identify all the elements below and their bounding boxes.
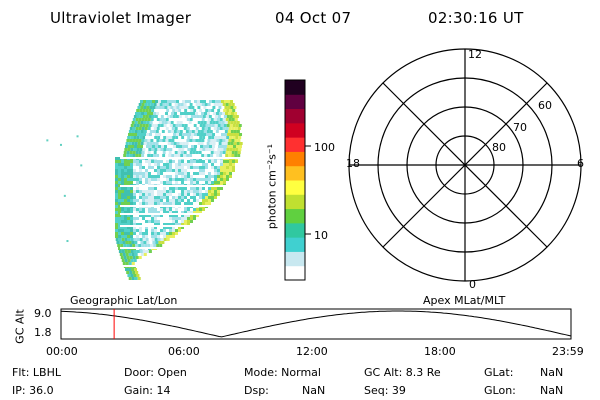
status-mode: Mode: Normal [244,366,321,379]
status-gain: Gain: 14 [124,384,171,397]
colorbar-band [285,208,305,224]
status-door: Door: Open [124,366,187,379]
altitude-right-caption: Apex MLat/MLT [423,294,506,307]
scan-gap-stripe [120,205,250,207]
status-glat-label: GLat: [484,366,514,379]
lat-label-60: 60 [538,99,552,112]
mlt-label-12: 12 [468,48,482,61]
colorbar-band [285,122,305,138]
status-glon-value: NaN [540,384,564,397]
status-flt: Flt: LBHL [12,366,61,379]
noise-speck [76,135,79,138]
polar-diag-2 [382,82,548,248]
colorbar-band [285,180,305,195]
auroral-pixels [115,100,243,280]
altitude-ylabel: GC Alt [13,309,27,344]
colorbar-band [285,151,305,167]
noise-speck [80,164,83,167]
status-glon-label: GLon: [484,384,516,397]
noise-speck [59,143,62,146]
polar-grid [348,48,582,282]
colorbar-band [285,237,305,252]
lat-label-80: 80 [492,141,506,154]
auroral-image [46,100,250,280]
noise-speck [66,240,69,243]
colorbar-band [285,194,305,210]
colorbar-frame [284,79,306,281]
date-label: 04 Oct 07 [275,9,352,27]
colorbar-tick-100: 100 [314,141,335,154]
lat-label-70: 70 [513,121,527,134]
altitude-curve [60,310,572,338]
time-label: 02:30:16 UT [428,9,524,27]
instrument-title: Ultraviolet Imager [50,9,192,27]
time-tick-4: 23:59 [552,345,584,358]
scan-gap-stripe [120,247,250,249]
scan-gap-stripe [120,265,250,267]
colorbar-band [285,80,305,95]
time-tick-0: 00:00 [46,345,78,358]
scan-gap-stripe [120,157,250,159]
status-dsp-value: NaN [302,384,326,397]
time-tick-2: 12:00 [296,345,328,358]
noise-speck [63,194,66,197]
mlt-label-6: 6 [577,157,584,170]
colorbar-band [285,108,305,124]
scan-gap-stripe [120,213,250,215]
status-glat-value: NaN [540,366,564,379]
status-gcalt: GC Alt: 8.3 Re [364,366,441,379]
colorbar-tick-10: 10 [314,229,328,242]
colorbar [284,79,311,281]
time-tick-3: 18:00 [424,345,456,358]
colorbar-band [285,251,305,267]
scan-gap-stripe [120,185,250,187]
altitude-frame [60,308,572,340]
status-seq: Seq: 39 [364,384,406,397]
colorbar-band [285,222,305,238]
altitude-left-caption: Geographic Lat/Lon [70,294,178,307]
status-ip: IP: 36.0 [12,384,54,397]
altitude-ymin: 1.8 [34,326,52,339]
status-dsp-label: Dsp: [244,384,269,397]
colorbar-band [285,165,305,181]
altitude-plot [60,308,572,340]
mlt-label-0: 0 [469,278,476,291]
colorbar-band [285,94,305,110]
noise-speck [46,139,49,142]
colorbar-unit-label: photon cm⁻²s⁻¹ [265,143,279,230]
colorbar-band [285,265,305,281]
scan-gap-stripe [120,225,250,227]
colorbar-band [285,137,305,152]
time-tick-1: 06:00 [168,345,200,358]
mlt-label-18: 18 [346,157,360,170]
altitude-ymax: 9.0 [34,307,52,320]
